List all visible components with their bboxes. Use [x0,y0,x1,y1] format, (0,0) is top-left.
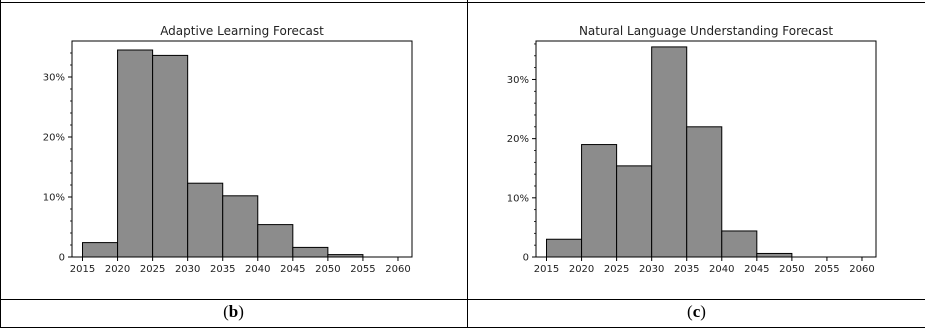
x-tick-label: 2030 [639,264,664,275]
histogram-bar [187,182,224,258]
y-tick-label: 10% [43,193,65,204]
caption-c-label: c [692,302,701,321]
x-tick-label: 2040 [245,264,270,275]
x-tick-label: 2015 [70,264,95,275]
histogram-bar [152,54,189,258]
x-tick-label: 2055 [814,264,839,275]
caption-b-open: ( [223,302,229,321]
natural-language-chart: Natural Language Understanding Forecast 2… [507,24,877,275]
histogram-bar [117,49,154,258]
histogram-bar [581,144,618,258]
x-tick-label: 2035 [210,264,235,275]
caption-c-close: ) [700,302,706,321]
x-tick-label: 2025 [604,264,629,275]
x-tick-label: 2020 [105,264,130,275]
chart-title: Natural Language Understanding Forecast [579,24,833,38]
y-tick-label: 20% [507,134,529,145]
x-tick-label: 2045 [744,264,769,275]
histogram-bar [651,46,688,258]
caption-b: (b) [0,302,467,322]
y-tick-label: 30% [507,75,529,86]
x-tick-label: 2035 [674,264,699,275]
histogram-bar [686,126,723,258]
x-tick-label: 2045 [280,264,305,275]
x-tick-label: 2015 [534,264,559,275]
x-tick-label: 2040 [709,264,734,275]
histogram-bar [82,242,119,258]
caption-c-open: ( [687,302,693,321]
x-tick-label: 2025 [140,264,165,275]
y-tick-label: 30% [43,73,65,84]
x-tick-label: 2020 [569,264,594,275]
histogram-bar [292,246,329,258]
y-tick-label: 0 [59,253,65,264]
x-tick-label: 2050 [315,264,340,275]
x-tick-label: 2060 [849,264,874,275]
histogram-bar [546,238,583,258]
caption-b-close: ) [238,302,244,321]
histogram-bar [756,252,793,258]
x-tick-label: 2055 [350,264,375,275]
adaptive-learning-chart: Adaptive Learning Forecast 2015 2020 2025 20… [43,24,413,275]
y-tick-label: 20% [43,133,65,144]
y-tick-label: 0 [523,253,529,264]
x-tick-label: 2060 [385,264,410,275]
histogram-bar [222,195,259,258]
histogram-bar [257,224,294,258]
histogram-bar [616,165,653,258]
y-tick-label: 10% [507,193,529,204]
caption-b-label: b [228,302,239,321]
histogram-bar [721,230,758,258]
x-tick-label: 2050 [779,264,804,275]
chart-title: Adaptive Learning Forecast [160,24,324,38]
plot-frame [535,40,877,258]
caption-c: (c) [468,302,925,322]
x-tick-label: 2030 [175,264,200,275]
